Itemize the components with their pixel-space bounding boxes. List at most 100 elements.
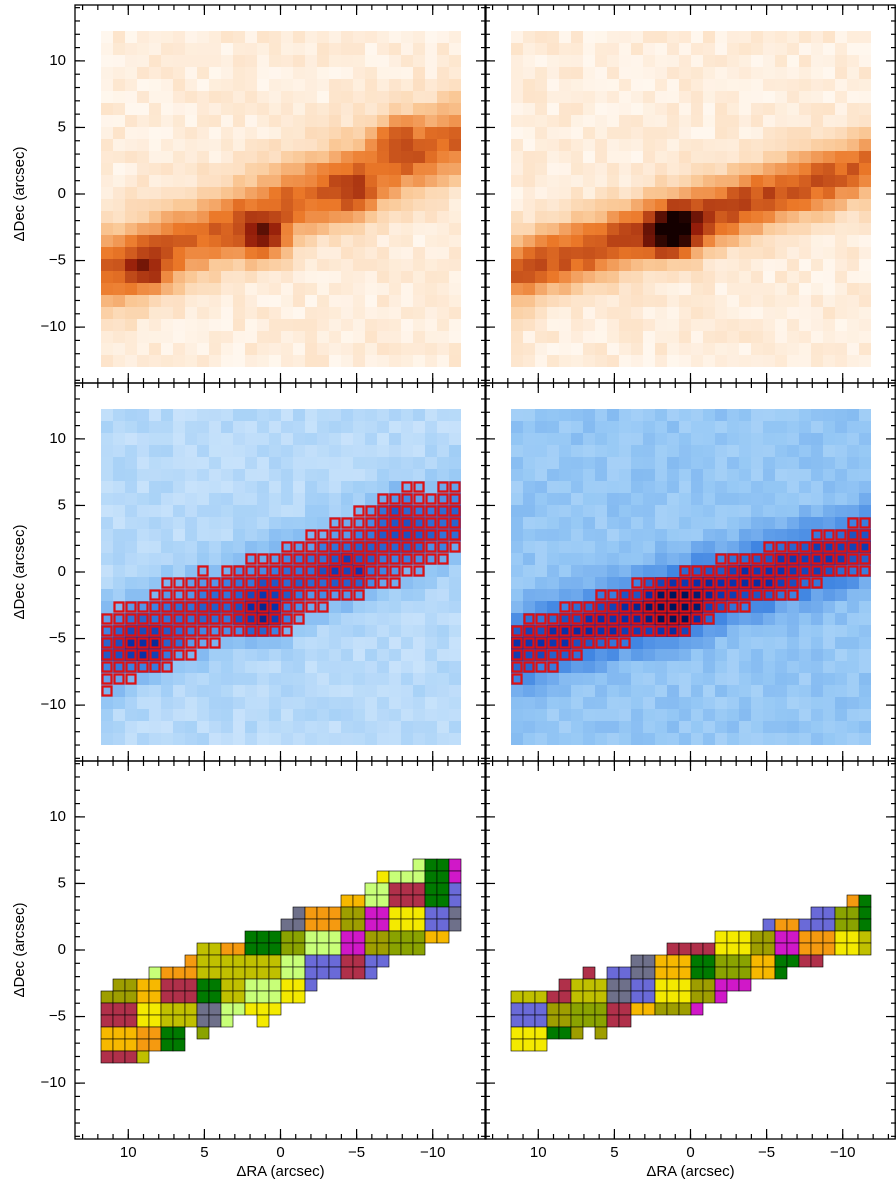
image-pixel	[197, 103, 209, 115]
image-pixel	[523, 493, 535, 505]
image-pixel	[233, 211, 245, 223]
region-cell	[125, 991, 137, 1003]
image-pixel	[703, 319, 715, 331]
image-pixel	[643, 31, 655, 43]
image-pixel	[329, 127, 341, 139]
region-cell	[413, 871, 425, 883]
image-pixel	[365, 625, 377, 637]
image-pixel	[197, 283, 209, 295]
image-pixel	[353, 319, 365, 331]
image-pixel	[643, 565, 655, 577]
image-pixel	[233, 187, 245, 199]
image-pixel	[571, 589, 583, 601]
image-pixel	[847, 697, 859, 709]
y-tick-label: 5	[58, 874, 66, 891]
region-cell	[425, 871, 437, 883]
image-pixel	[739, 409, 751, 421]
region-cell	[823, 919, 835, 931]
image-pixel	[377, 295, 389, 307]
image-pixel	[221, 421, 233, 433]
image-pixel	[799, 721, 811, 733]
image-pixel	[595, 577, 607, 589]
image-pixel	[281, 211, 293, 223]
image-pixel	[185, 103, 197, 115]
image-pixel	[425, 685, 437, 697]
image-pixel	[209, 187, 221, 199]
image-pixel	[715, 187, 727, 199]
image-pixel	[257, 721, 269, 733]
image-pixel	[571, 709, 583, 721]
image-pixel	[353, 31, 365, 43]
image-pixel	[329, 457, 341, 469]
image-pixel	[173, 175, 185, 187]
region-cell	[523, 1027, 535, 1039]
image-pixel	[377, 151, 389, 163]
image-pixel	[425, 283, 437, 295]
image-pixel	[619, 721, 631, 733]
image-pixel	[655, 565, 667, 577]
image-pixel	[859, 175, 871, 187]
image-pixel	[655, 331, 667, 343]
image-pixel	[209, 457, 221, 469]
image-pixel	[125, 331, 137, 343]
image-pixel	[125, 469, 137, 481]
image-pixel	[365, 163, 377, 175]
image-pixel	[727, 481, 739, 493]
region-cell	[161, 1027, 173, 1039]
image-pixel	[317, 31, 329, 43]
image-pixel	[365, 43, 377, 55]
image-pixel	[847, 259, 859, 271]
image-pixel	[787, 505, 799, 517]
image-pixel	[751, 31, 763, 43]
image-pixel	[341, 55, 353, 67]
image-pixel	[547, 541, 559, 553]
x-tick-label: 10	[120, 1144, 137, 1161]
image-pixel	[511, 31, 523, 43]
y-tick-label: 10	[49, 430, 66, 447]
image-pixel	[341, 613, 353, 625]
image-pixel	[823, 211, 835, 223]
image-pixel	[377, 91, 389, 103]
image-pixel	[679, 673, 691, 685]
image-pixel	[377, 55, 389, 67]
image-pixel	[317, 331, 329, 343]
image-pixel	[185, 553, 197, 565]
image-pixel	[523, 103, 535, 115]
image-pixel	[353, 199, 365, 211]
image-pixel	[727, 199, 739, 211]
image-pixel	[643, 529, 655, 541]
image-pixel	[547, 457, 559, 469]
image-pixel	[173, 55, 185, 67]
image-pixel	[281, 223, 293, 235]
image-pixel	[787, 31, 799, 43]
image-pixel	[173, 721, 185, 733]
image-pixel	[401, 187, 413, 199]
region-cell	[703, 955, 715, 967]
image-pixel	[739, 709, 751, 721]
image-pixel	[727, 697, 739, 709]
image-pixel	[751, 211, 763, 223]
image-pixel	[305, 199, 317, 211]
image-pixel	[835, 235, 847, 247]
image-pixel	[341, 409, 353, 421]
image-pixel	[571, 187, 583, 199]
image-pixel	[727, 331, 739, 343]
image-pixel	[449, 421, 461, 433]
image-pixel	[535, 67, 547, 79]
image-pixel	[811, 613, 823, 625]
region-cell	[523, 1039, 535, 1051]
image-pixel	[197, 235, 209, 247]
image-pixel	[655, 247, 667, 259]
image-pixel	[571, 445, 583, 457]
image-pixel	[113, 295, 125, 307]
image-pixel	[185, 697, 197, 709]
image-pixel	[535, 577, 547, 589]
image-pixel	[595, 199, 607, 211]
image-pixel	[727, 115, 739, 127]
image-pixel	[511, 421, 523, 433]
image-pixel	[535, 271, 547, 283]
image-pixel	[449, 175, 461, 187]
image-pixel	[389, 355, 401, 367]
image-pixel	[125, 79, 137, 91]
image-pixel	[715, 67, 727, 79]
